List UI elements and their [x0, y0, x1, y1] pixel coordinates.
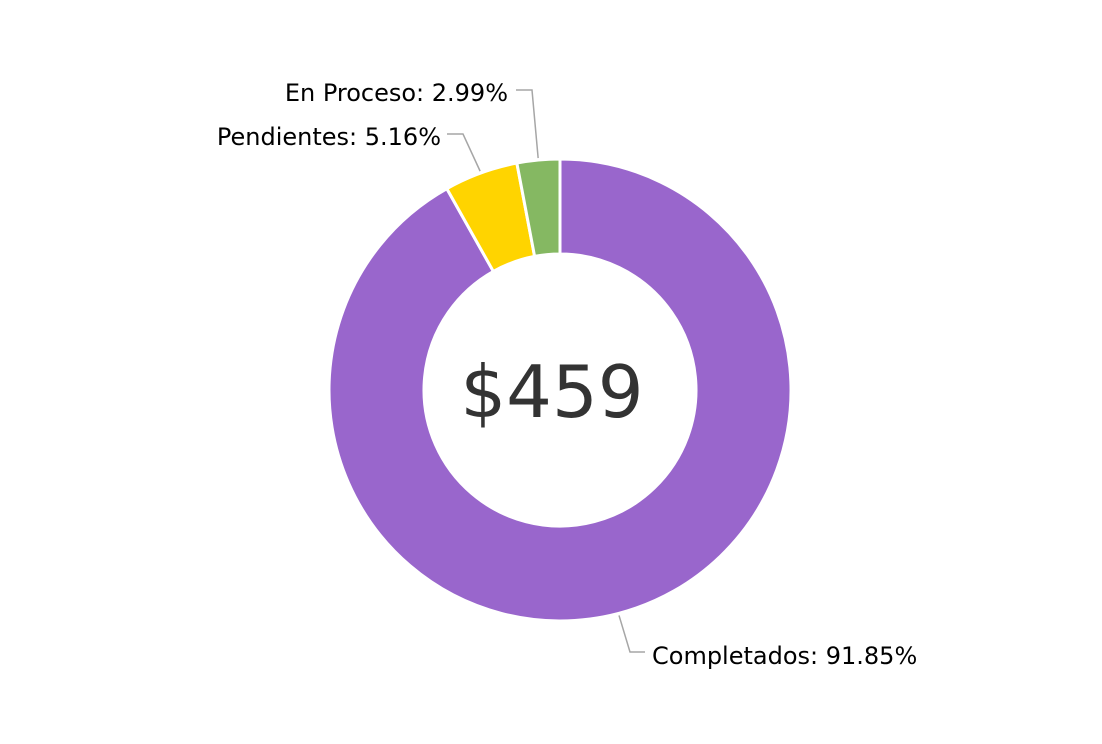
center-total-label: $459: [460, 350, 643, 434]
slices-layer: [327, 157, 793, 623]
leader-lines-layer: [447, 89, 645, 653]
slice-label-en-proceso: En Proceso: 2.99%: [285, 79, 508, 107]
slice-label-pendientes: Pendientes: 5.16%: [217, 123, 441, 151]
leader-line-pendientes: [447, 133, 481, 172]
leader-line-completados: [618, 615, 645, 653]
slice-completados[interactable]: [327, 157, 793, 623]
slice-label-completados: Completados: 91.85%: [652, 642, 917, 670]
slice-labels-layer: Completados: 91.85% Pendientes: 5.16% En P…: [217, 79, 917, 670]
leader-line-en-proceso: [516, 89, 539, 159]
slice-en-proceso[interactable]: [515, 157, 562, 258]
